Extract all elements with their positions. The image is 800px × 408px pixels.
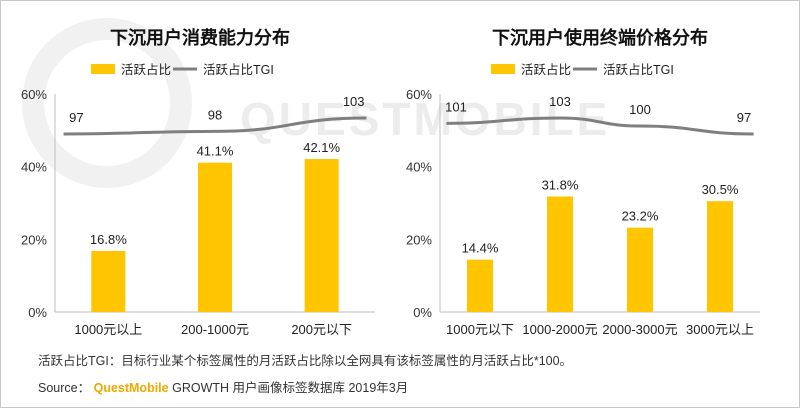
legend-label-bar-1: 活跃占比: [521, 62, 571, 77]
y-tick-label-1-0: 0%: [413, 305, 432, 320]
y-tick-label-0-0: 0%: [28, 305, 47, 320]
tgi-value-label-0-1: 98: [208, 107, 222, 122]
legend-swatch-bar-0: [91, 64, 115, 74]
x-tick-label-1-1: 1000-2000元: [522, 322, 597, 337]
bar-value-label-1-2: 23.2%: [622, 209, 659, 224]
tgi-line-0: [63, 116, 367, 136]
y-tick-label-1-3: 60%: [406, 87, 432, 102]
x-tick-label-0-2: 200元以下: [291, 322, 352, 337]
bar-1-3: [707, 201, 733, 312]
y-tick-label-0-2: 40%: [21, 160, 47, 175]
y-tick-label-0-1: 20%: [21, 232, 47, 247]
bar-0-0: [91, 250, 126, 312]
legend-label-line-1: 活跃占比TGI: [603, 62, 674, 77]
chart-title-1: 下沉用户使用终端价格分布: [492, 27, 708, 48]
bar-0-2: [304, 159, 339, 312]
x-tick-label-0-0: 1000元以上: [74, 322, 142, 337]
tgi-value-label-1-1: 103: [549, 94, 571, 109]
bar-value-label-1-0: 14.4%: [462, 241, 499, 256]
bar-value-label-0-0: 16.8%: [90, 232, 127, 247]
bar-value-label-1-3: 30.5%: [702, 182, 739, 197]
y-tick-label-1-1: 20%: [406, 232, 432, 247]
source-rest: GROWTH 用户画像标签数据库 2019年3月: [172, 381, 409, 395]
y-tick-label-0-3: 60%: [21, 87, 47, 102]
source-line: Source： QuestMobile GROWTH 用户画像标签数据库 201…: [38, 377, 408, 396]
bar-value-label-0-1: 41.1%: [197, 144, 234, 159]
bar-0-1: [198, 162, 232, 312]
tgi-line-1: [446, 116, 754, 136]
footnote: 活跃占比TGI：目标行业某个标签属性的月活跃占比除以全网具有该标签属性的月活跃占…: [38, 354, 573, 368]
tgi-value-label-0-0: 97: [69, 110, 83, 125]
y-tick-label-1-2: 40%: [406, 160, 432, 175]
tgi-value-label-0-2: 103: [343, 94, 365, 109]
tgi-value-label-1-2: 100: [629, 102, 651, 117]
bar-1-0: [467, 259, 493, 312]
bar-value-label-0-2: 42.1%: [303, 140, 340, 155]
x-tick-label-1-2: 2000-3000元: [602, 322, 677, 337]
source-prefix: Source：: [38, 381, 91, 395]
bar-value-label-1-1: 31.8%: [542, 177, 579, 192]
bar-1-2: [627, 227, 653, 312]
tgi-value-label-1-3: 97: [737, 110, 751, 125]
chart-title-0: 下沉用户消费能力分布: [110, 27, 290, 48]
x-tick-label-1-3: 3000元以上: [686, 322, 754, 337]
legend-label-line-0: 活跃占比TGI: [203, 62, 274, 77]
x-tick-label-0-1: 200-1000元: [181, 322, 249, 337]
legend-swatch-bar-1: [491, 64, 515, 74]
tgi-value-label-1-0: 101: [445, 99, 467, 114]
legend-label-bar-0: 活跃占比: [121, 62, 171, 77]
x-tick-label-1-0: 1000元以下: [446, 322, 514, 337]
bar-1-1: [547, 196, 573, 312]
source-brand: QuestMobile: [93, 381, 169, 395]
